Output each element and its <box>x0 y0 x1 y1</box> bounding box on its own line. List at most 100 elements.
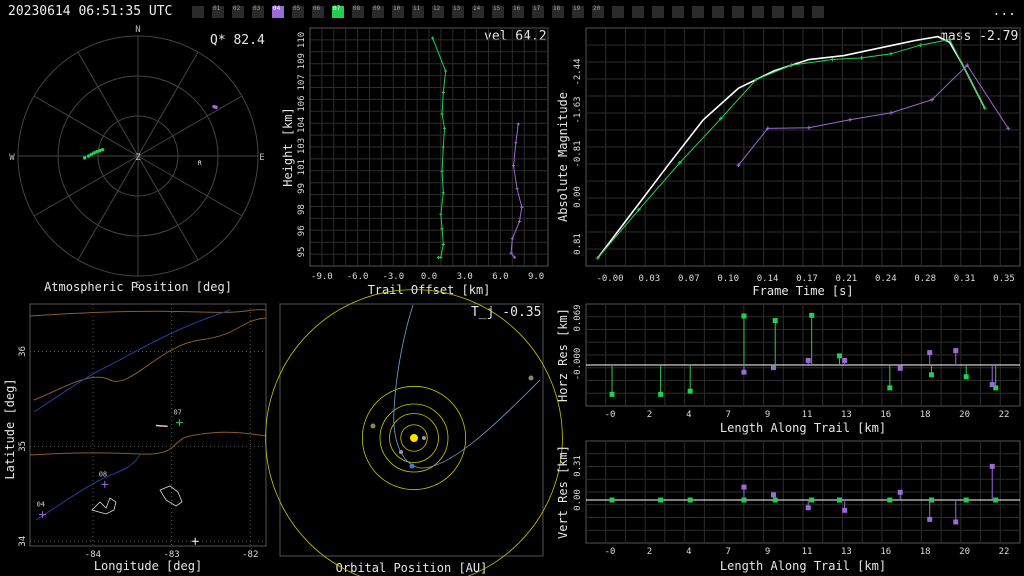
residual-x-tick-label: 11 <box>802 410 813 420</box>
trail-y-tick-label: 107 <box>297 74 307 90</box>
magnitude-x-tick-label: 0.24 <box>875 274 897 284</box>
station-toggle[interactable] <box>772 6 784 18</box>
residual-point-07 <box>887 385 893 391</box>
station-toggle[interactable] <box>752 6 764 18</box>
magnitude-point-04 <box>888 110 893 115</box>
station-toggle[interactable]: 04 <box>272 5 284 18</box>
trail-point-07 <box>440 169 444 173</box>
station-toggle[interactable]: 09 <box>372 5 384 18</box>
atmospheric-point-07 <box>89 152 94 157</box>
magnitude-x-tick-label: 0.10 <box>717 274 739 284</box>
residual-point-04 <box>741 369 747 375</box>
magnitude-line-fit <box>597 35 986 259</box>
trail-point-04 <box>513 255 517 259</box>
meteoroid-orbit <box>393 304 541 469</box>
magnitude-x-axis-label: Frame Time [s] <box>752 284 854 298</box>
station-toggle[interactable]: 05 <box>292 5 304 18</box>
outer-orbit <box>265 289 563 576</box>
residual-point-07 <box>741 313 747 319</box>
residual-x-tick-label: 11 <box>802 547 813 557</box>
station-toggle[interactable]: 02 <box>232 5 244 18</box>
atmospheric-point-07 <box>92 151 96 155</box>
station-toggle[interactable]: 19 <box>572 5 584 18</box>
residual-y-tick-label: -0.000 <box>573 348 583 381</box>
trail-point-04 <box>517 220 521 224</box>
azimuth-spoke <box>77 51 139 157</box>
river <box>35 454 141 521</box>
planet-icon <box>370 423 376 429</box>
map-frame <box>29 303 267 547</box>
trail-y-tick-label: 98 <box>297 204 307 215</box>
station-toggle[interactable]: 13 <box>452 5 464 18</box>
station-toggle[interactable]: 11 <box>412 5 424 18</box>
trail-x-tick-label: -3.0 <box>382 272 404 282</box>
station-toggle[interactable]: 08 <box>352 5 364 18</box>
station-toggle[interactable]: 01 <box>212 5 224 18</box>
residual-point-07 <box>928 372 934 378</box>
trail-point-07 <box>441 145 445 149</box>
trail-point-07 <box>431 36 435 40</box>
trail-x-tick-label: 0.0 <box>421 272 437 282</box>
more-menu-button[interactable]: ... <box>992 4 1016 19</box>
trail-x-tick-label: -6.0 <box>347 272 369 282</box>
station-toggle[interactable]: 15 <box>492 5 504 18</box>
planet-orbit <box>361 385 467 491</box>
station-toggle[interactable]: 14 <box>472 5 484 18</box>
trail-point-04 <box>516 122 520 126</box>
trail-point-07 <box>441 191 445 195</box>
station-toggle[interactable] <box>812 6 824 18</box>
station-toggle[interactable]: 20 <box>592 5 604 18</box>
station-toggle[interactable]: 12 <box>432 5 444 18</box>
residual-point-07 <box>928 497 934 503</box>
station-toggle[interactable] <box>192 6 204 18</box>
magnitude-x-tick-label: 0.07 <box>678 274 700 284</box>
station-toggle[interactable] <box>692 6 704 18</box>
map-x-tick-label: -84 <box>85 550 101 560</box>
map-x-axis-label: Longitude [deg] <box>93 559 203 573</box>
station-toggle-label: 12 <box>433 5 441 12</box>
trail-y-tick-label: 103 <box>297 138 307 154</box>
magnitude-point-07 <box>754 77 759 82</box>
magnitude-x-tick-label: 0.35 <box>993 274 1015 284</box>
station-toggle[interactable] <box>732 6 744 18</box>
magnitude-x-tick-label: 0.03 <box>639 274 661 284</box>
station-toggle[interactable]: 16 <box>512 5 524 18</box>
station-toggle[interactable] <box>672 6 684 18</box>
station-toggle[interactable] <box>632 6 644 18</box>
azimuth-spoke <box>137 155 199 261</box>
station-toggle[interactable] <box>792 6 804 18</box>
station-toggle[interactable]: 18 <box>552 5 564 18</box>
station-toggle[interactable] <box>712 6 724 18</box>
residual-x-tick-label: 20 <box>959 410 970 420</box>
trail-y-tick-label: 109 <box>297 53 307 69</box>
residual-point-07 <box>687 388 693 394</box>
magnitude-x-tick-label: 0.21 <box>836 274 858 284</box>
station-toggle[interactable] <box>652 6 664 18</box>
station-toggle[interactable]: 07 <box>332 5 344 18</box>
residual-x-tick-label: 20 <box>959 547 970 557</box>
magnitude-y-tick-label: -2.44 <box>573 58 583 85</box>
residual-y-tick-label: 0.00 <box>573 489 583 511</box>
residual-point-07 <box>836 353 842 359</box>
station-toggle-label: 06 <box>313 5 321 12</box>
station-toggle[interactable]: 17 <box>532 5 544 18</box>
residual-point-04 <box>741 484 747 490</box>
station-toggle[interactable]: 06 <box>312 5 324 18</box>
station-toggle[interactable]: 03 <box>252 5 264 18</box>
station-toggle[interactable]: 10 <box>392 5 404 18</box>
magnitude-point-04 <box>736 163 741 168</box>
magnitude-y-axis-label: Absolute Magnitude <box>556 92 570 222</box>
magnitude-point-07 <box>859 55 864 60</box>
trail-point-04 <box>515 187 519 191</box>
residual-x-tick-label: 7 <box>725 547 730 557</box>
atmospheric-point-07 <box>86 154 91 158</box>
trail-y-tick-label: 104 <box>297 117 307 133</box>
magnitude-chart: -0.00 0.03 0.07 0.10 0.14 0.17 0.21 0.24 0.28 0.3… <box>556 27 1021 284</box>
residual-point-04 <box>897 489 903 495</box>
magnitude-y-tick-label: 0.81 <box>573 233 583 255</box>
station-toggle[interactable] <box>612 6 624 18</box>
station-toggle-label: 01 <box>213 5 221 12</box>
trail-point-07 <box>440 112 444 116</box>
planet-orbit <box>389 413 439 463</box>
atmospheric-point-04 <box>214 105 218 110</box>
